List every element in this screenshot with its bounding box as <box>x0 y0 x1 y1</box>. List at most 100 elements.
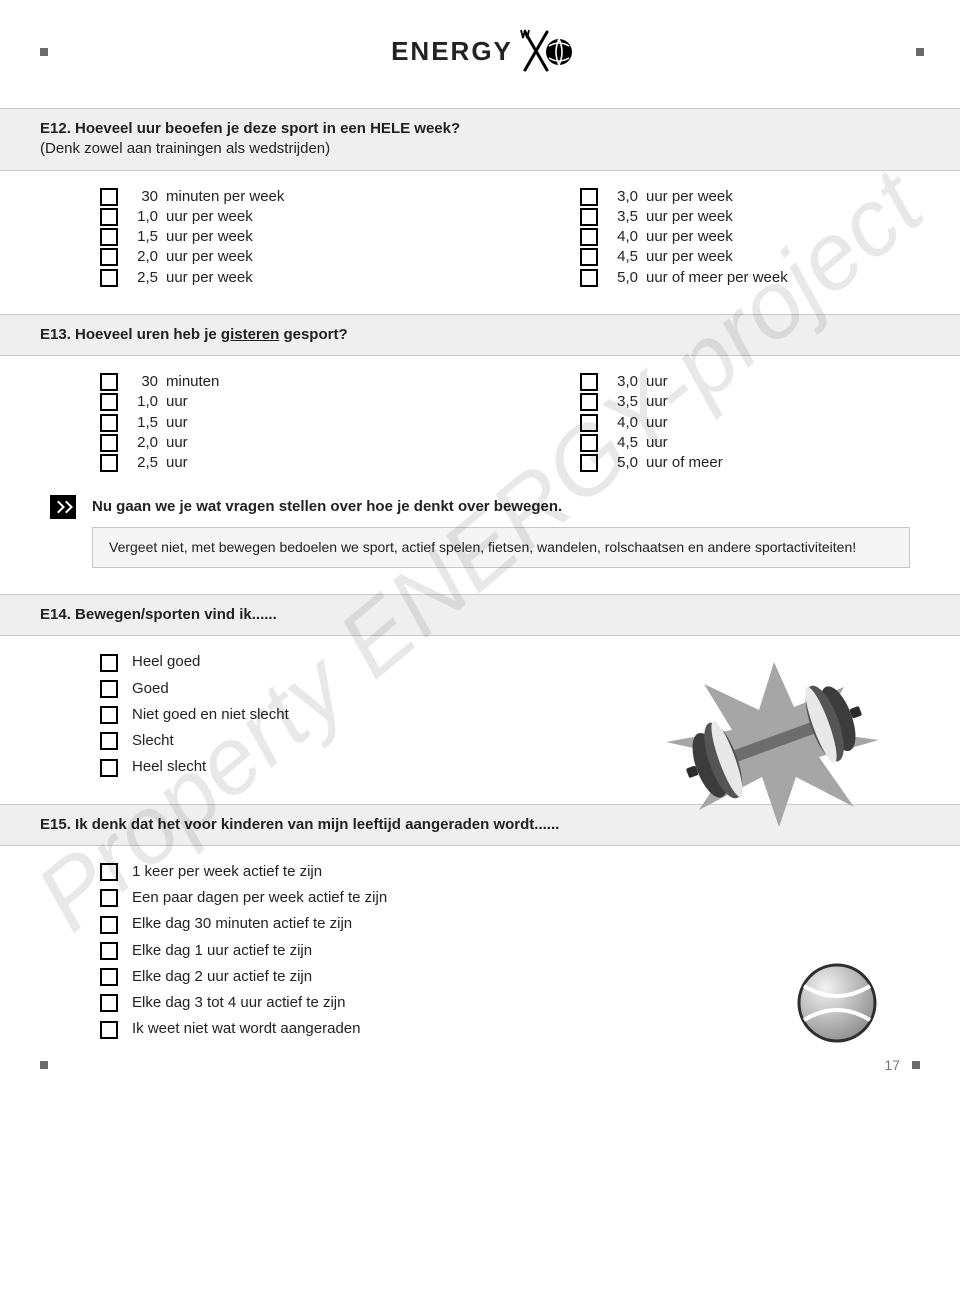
checkbox-icon <box>100 414 118 432</box>
intro-row: Nu gaan we je wat vragen stellen over ho… <box>50 495 910 519</box>
q15-3[interactable]: Elke dag 1 uur actief te zijn <box>100 941 580 961</box>
page: ENERGY E12. Hoeveel uur beoefen je deze … <box>0 0 960 1103</box>
q12-r-3[interactable]: 4,5uur per week <box>580 247 920 267</box>
option-unit: uur per week <box>646 207 733 227</box>
checkbox-icon <box>580 228 598 246</box>
q12-l-4[interactable]: 2,5 uur per week <box>100 268 440 288</box>
q13-title-post: gesport? <box>279 326 347 343</box>
q13-l-1[interactable]: 1,0 uur <box>100 392 440 412</box>
q12-r-0[interactable]: 3,0uur per week <box>580 187 920 207</box>
option-num: 4,0 <box>612 227 638 247</box>
option-label: Slecht <box>132 731 174 751</box>
option-unit: uur per week <box>166 207 253 227</box>
tennis-ball-icon <box>792 958 882 1048</box>
checkbox-icon <box>580 248 598 266</box>
q13-l-0[interactable]: 30 minuten <box>100 372 440 392</box>
option-label: Elke dag 2 uur actief te zijn <box>132 967 312 987</box>
energy-logo: ENERGY <box>391 28 573 76</box>
q15-4[interactable]: Elke dag 2 uur actief te zijn <box>100 967 580 987</box>
option-unit: uur per week <box>646 227 733 247</box>
checkbox-icon <box>100 228 118 246</box>
q15-6[interactable]: Ik weet niet wat wordt aangeraden <box>100 1019 580 1039</box>
option-num: 5,0 <box>612 453 638 473</box>
option-unit: minuten <box>166 372 219 392</box>
q12-r-1[interactable]: 3,5uur per week <box>580 207 920 227</box>
checkbox-icon <box>100 208 118 226</box>
option-num: 4,5 <box>612 433 638 453</box>
option-label: Niet goed en niet slecht <box>132 705 289 725</box>
checkbox-icon <box>100 863 118 881</box>
checkbox-icon <box>100 188 118 206</box>
q13-header: E13. Hoeveel uren heb je gisteren gespor… <box>0 314 960 356</box>
checkbox-icon <box>580 373 598 391</box>
q13-l-3[interactable]: 2,0uur <box>100 433 440 453</box>
checkbox-icon <box>100 732 118 750</box>
q14-3[interactable]: Slecht <box>100 731 480 751</box>
option-unit: uur <box>166 392 188 412</box>
checkbox-icon <box>100 454 118 472</box>
q14-4[interactable]: Heel slecht <box>100 757 480 777</box>
q15-block: 1 keer per week actief te zijn Een paar … <box>0 862 960 1040</box>
option-num: 4,5 <box>612 247 638 267</box>
q14-1[interactable]: Goed <box>100 679 480 699</box>
intro-note: Vergeet niet, met bewegen bedoelen we sp… <box>92 527 910 568</box>
option-label: Goed <box>132 679 169 699</box>
q12-l-0[interactable]: 30minuten per week <box>100 187 440 207</box>
option-label: Elke dag 3 tot 4 uur actief te zijn <box>132 993 345 1013</box>
checkbox-icon <box>100 680 118 698</box>
q12-l-2[interactable]: 1,5uur per week <box>100 227 440 247</box>
q12-header: E12. Hoeveel uur beoefen je deze sport i… <box>0 108 960 171</box>
option-label: Heel goed <box>132 652 200 672</box>
checkbox-icon <box>100 942 118 960</box>
checkbox-icon <box>580 414 598 432</box>
checkbox-icon <box>100 434 118 452</box>
option-num: 1,0 <box>132 207 158 227</box>
option-label: Ik weet niet wat wordt aangeraden <box>132 1019 360 1039</box>
q15-options: 1 keer per week actief te zijn Een paar … <box>0 862 620 1040</box>
checkbox-icon <box>100 994 118 1012</box>
q13-r-0[interactable]: 3,0uur <box>580 372 920 392</box>
corner-square-bottom-right <box>912 1061 920 1069</box>
q15-2[interactable]: Elke dag 30 minuten actief te zijn <box>100 914 580 934</box>
corner-square-right <box>916 48 924 56</box>
option-num: 1,0 <box>132 392 158 412</box>
q14-0[interactable]: Heel goed <box>100 652 480 672</box>
option-num: 2,0 <box>132 433 158 453</box>
q13-l-2[interactable]: 1,5uur <box>100 413 440 433</box>
q13-l-4[interactable]: 2,5uur <box>100 453 440 473</box>
intro-block: Nu gaan we je wat vragen stellen over ho… <box>50 495 960 568</box>
corner-square-bottom-left <box>40 1061 48 1069</box>
checkbox-icon <box>100 269 118 287</box>
q13-r-2[interactable]: 4,0 uur <box>580 413 920 433</box>
option-unit: uur per week <box>166 227 253 247</box>
q12-r-4[interactable]: 5,0uur of meer per week <box>580 268 920 288</box>
q13-r-3[interactable]: 4,5uur <box>580 433 920 453</box>
option-num: 2,5 <box>132 268 158 288</box>
q13-r-1[interactable]: 3,5uur <box>580 392 920 412</box>
option-num: 1,5 <box>132 413 158 433</box>
checkbox-icon <box>100 248 118 266</box>
q12-r-2[interactable]: 4,0 uur per week <box>580 227 920 247</box>
option-num: 4,0 <box>612 413 638 433</box>
option-num: 30 <box>132 372 158 392</box>
q14-2[interactable]: Niet goed en niet slecht <box>100 705 480 725</box>
q12-l-1[interactable]: 1,0 uur per week <box>100 207 440 227</box>
option-num: 3,5 <box>612 392 638 412</box>
q12-l-3[interactable]: 2,0uur per week <box>100 247 440 267</box>
q15-1[interactable]: Een paar dagen per week actief te zijn <box>100 888 580 908</box>
q14-block: Heel goed Goed Niet goed en niet slecht … <box>0 652 960 777</box>
q14-options: Heel goed Goed Niet goed en niet slecht … <box>0 652 520 777</box>
logo-text: ENERGY <box>391 34 513 69</box>
checkbox-icon <box>580 269 598 287</box>
option-unit: uur per week <box>646 187 733 207</box>
option-label: Elke dag 1 uur actief te zijn <box>132 941 312 961</box>
checkbox-icon <box>580 454 598 472</box>
q13-options: 30minuten 1,0uur 1,5uur 2,0uur 2,5uur 3,… <box>0 372 960 473</box>
q13-r-4[interactable]: 5,0uur of meer <box>580 453 920 473</box>
q15-0[interactable]: 1 keer per week actief te zijn <box>100 862 580 882</box>
q12-sub: (Denk zowel aan trainingen als wedstrijd… <box>40 139 920 159</box>
option-unit: uur per week <box>166 268 253 288</box>
q15-5[interactable]: Elke dag 3 tot 4 uur actief te zijn <box>100 993 580 1013</box>
option-unit: uur <box>646 413 668 433</box>
q14-header: E14. Bewegen/sporten vind ik...... <box>0 594 960 636</box>
